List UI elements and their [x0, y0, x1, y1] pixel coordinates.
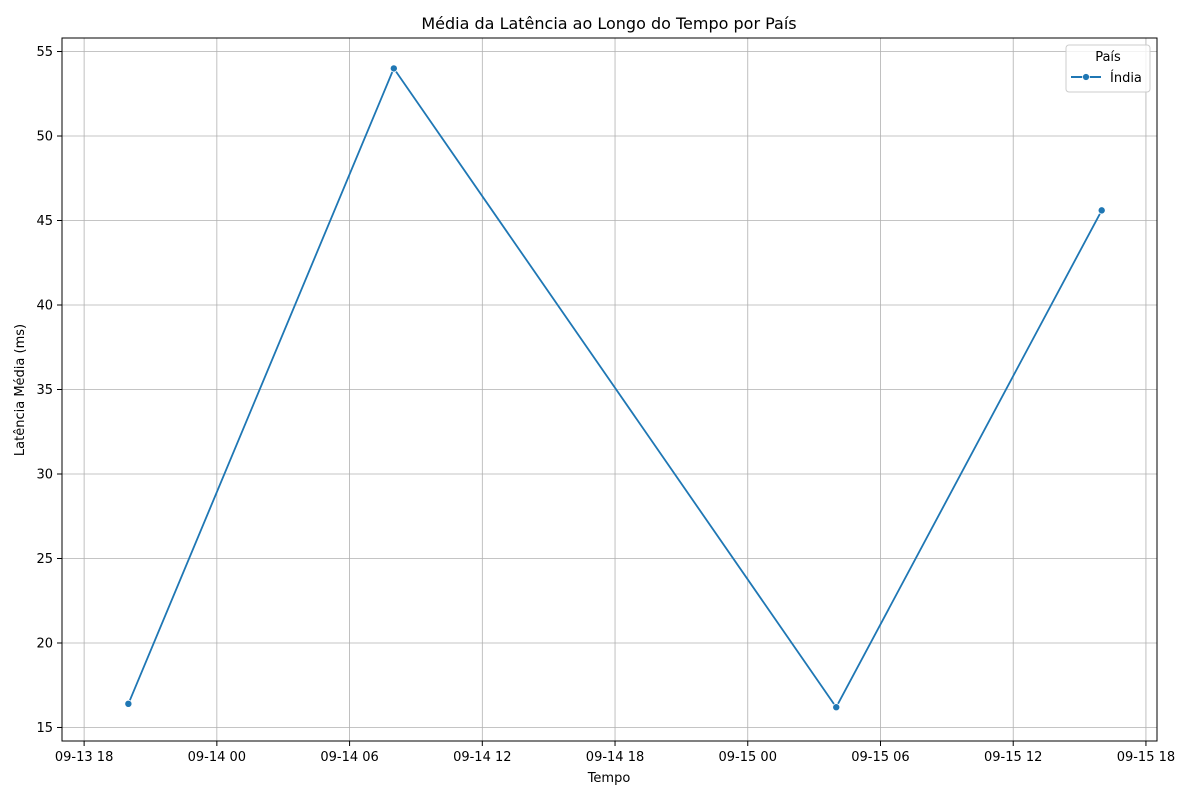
x-tick-label: 09-15 18 — [1117, 750, 1175, 765]
x-tick-label: 09-14 06 — [320, 750, 378, 765]
x-axis-ticks: 09-13 18 09-14 00 09-14 06 09-14 12 09-14 18… — [55, 741, 1175, 765]
x-tick-label: 09-13 18 — [55, 750, 113, 765]
series-line — [127, 67, 1103, 709]
y-tick-label: 55 — [36, 45, 53, 60]
y-tick-label: 35 — [36, 383, 53, 398]
x-tick-label: 09-14 00 — [188, 750, 246, 765]
y-tick-label: 30 — [36, 467, 53, 482]
series-layer — [124, 64, 1106, 712]
y-tick-label: 15 — [36, 721, 53, 736]
x-tick-label: 09-15 00 — [719, 750, 777, 765]
legend-title: País — [1095, 50, 1121, 65]
legend-entry-label: Índia — [1110, 70, 1142, 86]
y-tick-label: 20 — [36, 636, 53, 651]
y-axis-ticks: 15 20 25 30 35 40 45 50 55 — [36, 45, 62, 736]
x-axis-label: Tempo — [587, 771, 631, 786]
chart-title: Média da Latência ao Longo do Tempo por … — [421, 14, 796, 33]
y-axis-label: Latência Média (ms) — [13, 324, 28, 456]
x-tick-label: 09-14 18 — [586, 750, 644, 765]
x-tick-label: 09-14 12 — [453, 750, 511, 765]
legend-marker-swatch — [1082, 73, 1090, 81]
data-point — [389, 64, 398, 73]
grid — [62, 38, 1157, 741]
y-tick-label: 40 — [36, 299, 53, 314]
y-tick-label: 50 — [36, 130, 53, 145]
data-point — [124, 699, 133, 708]
y-tick-label: 45 — [36, 214, 53, 229]
legend: País Índia — [1065, 44, 1151, 93]
data-point — [832, 703, 841, 712]
x-tick-label: 09-15 06 — [851, 750, 909, 765]
y-tick-label: 25 — [36, 552, 53, 567]
x-tick-label: 09-15 12 — [984, 750, 1042, 765]
data-point — [1097, 206, 1106, 215]
